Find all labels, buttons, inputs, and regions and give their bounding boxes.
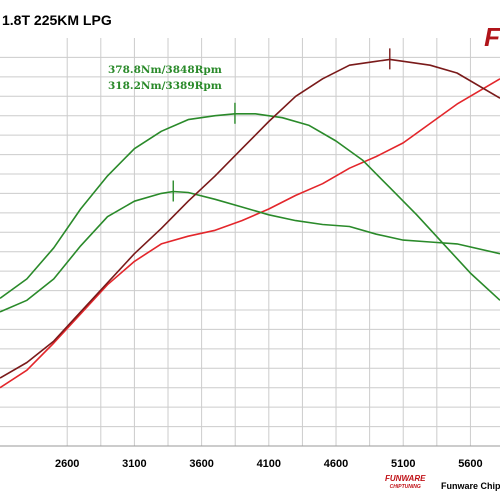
brand-logo: F <box>484 22 500 52</box>
chart-title: 1.8T 225KM LPG <box>2 12 112 28</box>
x-tick-label: 4100 <box>257 458 281 470</box>
series-line-torque_stock <box>0 190 500 313</box>
x-tick-label: 3100 <box>122 458 146 470</box>
series-line-torque <box>0 113 500 301</box>
chart-series <box>0 58 500 389</box>
annotation-label: 378.8Nm/3848Rpm <box>108 64 222 76</box>
annotation-label: 318.2Nm/3389Rpm <box>108 80 222 92</box>
series-line-power <box>0 58 500 379</box>
peak-annotations: 378.8Nm/3848Rpm 318.2Nm/3389Rpm <box>108 64 222 92</box>
company-name: Funware Chip <box>441 481 500 491</box>
x-tick-label: 5100 <box>391 458 415 470</box>
funware-logo: FUNWARE CHIPTUNING <box>385 474 425 492</box>
series-line-power_stock <box>0 78 500 389</box>
x-tick-labels: 2600 3100 3600 4100 4600 5100 5600 <box>55 458 483 470</box>
peak-markers <box>172 48 391 202</box>
x-tick-label: 5600 <box>458 458 482 470</box>
x-tick-label: 2600 <box>55 458 79 470</box>
x-tick-label: 3600 <box>189 458 213 470</box>
x-tick-label: 4600 <box>324 458 348 470</box>
funware-logo-text: FUNWARE <box>385 474 426 483</box>
funware-logo-subtext: CHIPTUNING <box>389 484 421 490</box>
chart-grid <box>0 38 500 447</box>
